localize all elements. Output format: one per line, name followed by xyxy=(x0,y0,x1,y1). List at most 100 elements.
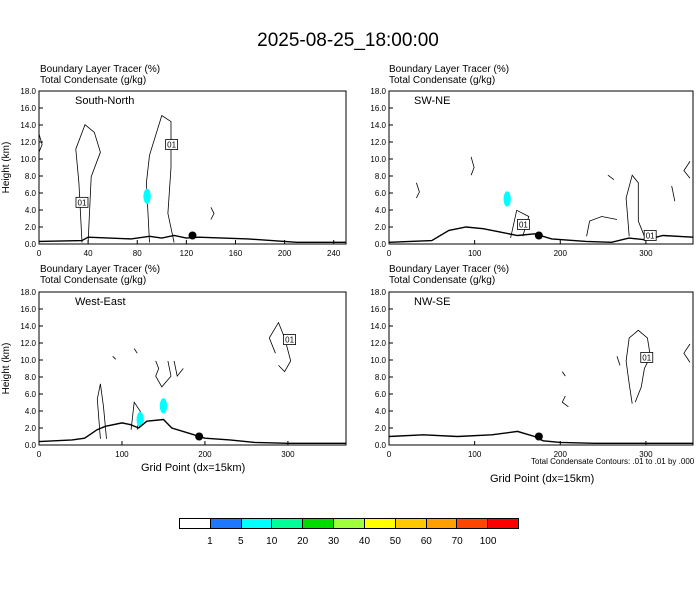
condensate-contour xyxy=(133,348,138,354)
site-marker xyxy=(534,432,543,441)
y-tick-label: 6.0 xyxy=(25,189,37,198)
condensate-contour xyxy=(470,156,475,176)
x-tick-label: 200 xyxy=(278,249,292,258)
x-tick-label: 100 xyxy=(115,450,129,459)
y-tick-label: 8.0 xyxy=(375,172,387,181)
terrain-line xyxy=(388,226,694,244)
header-line-2: Total Condensate (g/kg) xyxy=(389,275,496,286)
condensate-contour xyxy=(683,343,691,363)
y-tick-label: 16.0 xyxy=(20,104,36,113)
header-line-2: Total Condensate (g/kg) xyxy=(389,75,496,86)
colorbar-label: 5 xyxy=(238,536,244,547)
y-axis-label: Height (km) xyxy=(1,142,12,194)
tracer-patch xyxy=(159,398,168,414)
condensate-contour xyxy=(173,360,184,378)
x-tick-label: 200 xyxy=(198,450,212,459)
x-tick-label: 0 xyxy=(37,450,42,459)
y-tick-label: 8.0 xyxy=(25,172,37,181)
x-tick-label: 0 xyxy=(387,249,392,258)
y-tick-label: 0.0 xyxy=(375,441,387,450)
colorbar-cell xyxy=(488,519,518,528)
panel-header-west-east: Boundary Layer Tracer (%) Total Condensa… xyxy=(40,264,160,286)
colorbar-cell xyxy=(334,519,365,528)
contour-label-box xyxy=(640,352,654,363)
plot-frame xyxy=(388,90,694,245)
colorbar-label: 70 xyxy=(451,536,463,547)
colorbar-cell xyxy=(364,519,396,528)
panel-title: West-East xyxy=(75,296,126,308)
y-tick-label: 4.0 xyxy=(25,206,37,215)
site-marker xyxy=(195,432,204,441)
header-line-1: Boundary Layer Tracer (%) xyxy=(389,264,510,275)
y-tick-label: 0.0 xyxy=(25,441,37,450)
colorbar-label: 100 xyxy=(479,536,497,547)
site-marker xyxy=(188,231,197,240)
panel-header-nw-se: Boundary Layer Tracer (%) Total Condensa… xyxy=(389,264,509,286)
y-tick-label: 12.0 xyxy=(370,339,386,348)
header-line-1: Boundary Layer Tracer (%) xyxy=(40,64,161,75)
y-tick-label: 16.0 xyxy=(370,305,386,314)
x-tick-label: 200 xyxy=(554,249,568,258)
contour-label: 01 xyxy=(519,220,528,229)
header-line-1: Boundary Layer Tracer (%) xyxy=(40,264,161,275)
panel-header-sw-ne: Boundary Layer Tracer (%) Total Condensa… xyxy=(389,64,509,86)
y-tick-label: 16.0 xyxy=(20,305,36,314)
colorbar-cell xyxy=(272,519,304,528)
condensate-contour xyxy=(616,356,621,366)
colorbar-cell xyxy=(303,519,335,528)
y-tick-label: 6.0 xyxy=(375,189,387,198)
y-tick-label: 6.0 xyxy=(375,390,387,399)
y-tick-label: 14.0 xyxy=(20,322,36,331)
y-tick-label: 10.0 xyxy=(370,356,386,365)
x-tick-label: 300 xyxy=(281,450,295,459)
condensate-contour xyxy=(561,395,569,408)
y-tick-label: 8.0 xyxy=(25,373,37,382)
x-axis-label-nw-se: Grid Point (dx=15km) xyxy=(490,473,595,485)
tracer-patch xyxy=(136,411,144,428)
y-tick-label: 18.0 xyxy=(370,288,386,297)
contour-label-box xyxy=(517,219,530,230)
condensate-contour xyxy=(671,185,676,202)
plot-frame xyxy=(38,90,347,245)
panel-west-east: 01 West-East 0.0 2.0 4.0 6.0 8.0 10.0 12.0 14.0 16… xyxy=(1,288,347,459)
y-tick-label: 2.0 xyxy=(25,424,37,433)
colorbar-label: 20 xyxy=(297,536,309,547)
condensate-contour xyxy=(625,174,645,237)
plot-frame xyxy=(388,291,694,446)
colorbar-label: 10 xyxy=(266,536,278,547)
x-tick-label: 0 xyxy=(37,249,42,258)
condensate-contour xyxy=(155,360,172,388)
x-tick-label: 0 xyxy=(387,450,392,459)
colorbar-cell xyxy=(241,519,273,528)
condensate-contour xyxy=(416,182,420,199)
condensate-contour xyxy=(96,383,107,439)
y-tick-label: 10.0 xyxy=(370,155,386,164)
condensate-contour xyxy=(38,133,43,153)
contour-label-box xyxy=(283,334,296,346)
y-tick-label: 18.0 xyxy=(20,87,36,96)
condensate-contour xyxy=(683,161,691,179)
colorbar-cell xyxy=(210,519,242,528)
colorbar-label: 40 xyxy=(358,536,371,547)
header-line-1: Boundary Layer Tracer (%) xyxy=(389,64,510,75)
colorbar-label: 50 xyxy=(389,536,401,547)
y-tick-label: 8.0 xyxy=(375,373,387,382)
x-axis-label-west-east: Grid Point (dx=15km) xyxy=(141,462,246,474)
x-tick-label: 160 xyxy=(229,249,243,258)
y-tick-label: 2.0 xyxy=(375,223,387,232)
colorbar-cell xyxy=(395,519,427,528)
y-tick-label: 12.0 xyxy=(20,138,36,147)
plot-frame xyxy=(38,291,347,446)
x-tick-label: 300 xyxy=(639,450,653,459)
panel-header-south-north: Boundary Layer Tracer (%) Total Condensa… xyxy=(40,64,160,86)
y-tick-label: 12.0 xyxy=(370,138,386,147)
contour-label-box xyxy=(165,139,179,150)
y-tick-label: 4.0 xyxy=(375,407,387,416)
condensate-contour xyxy=(561,371,566,377)
x-tick-label: 120 xyxy=(180,249,194,258)
panel-nw-se: 01 NW-SE 0.0 2.0 4.0 6.0 8.0 10.0 12.0 14.0 16.0 18… xyxy=(370,288,694,459)
header-line-2: Total Condensate (g/kg) xyxy=(40,75,147,86)
x-tick-label: 80 xyxy=(133,249,142,258)
condensate-contour xyxy=(112,356,117,360)
y-tick-label: 14.0 xyxy=(20,121,36,130)
